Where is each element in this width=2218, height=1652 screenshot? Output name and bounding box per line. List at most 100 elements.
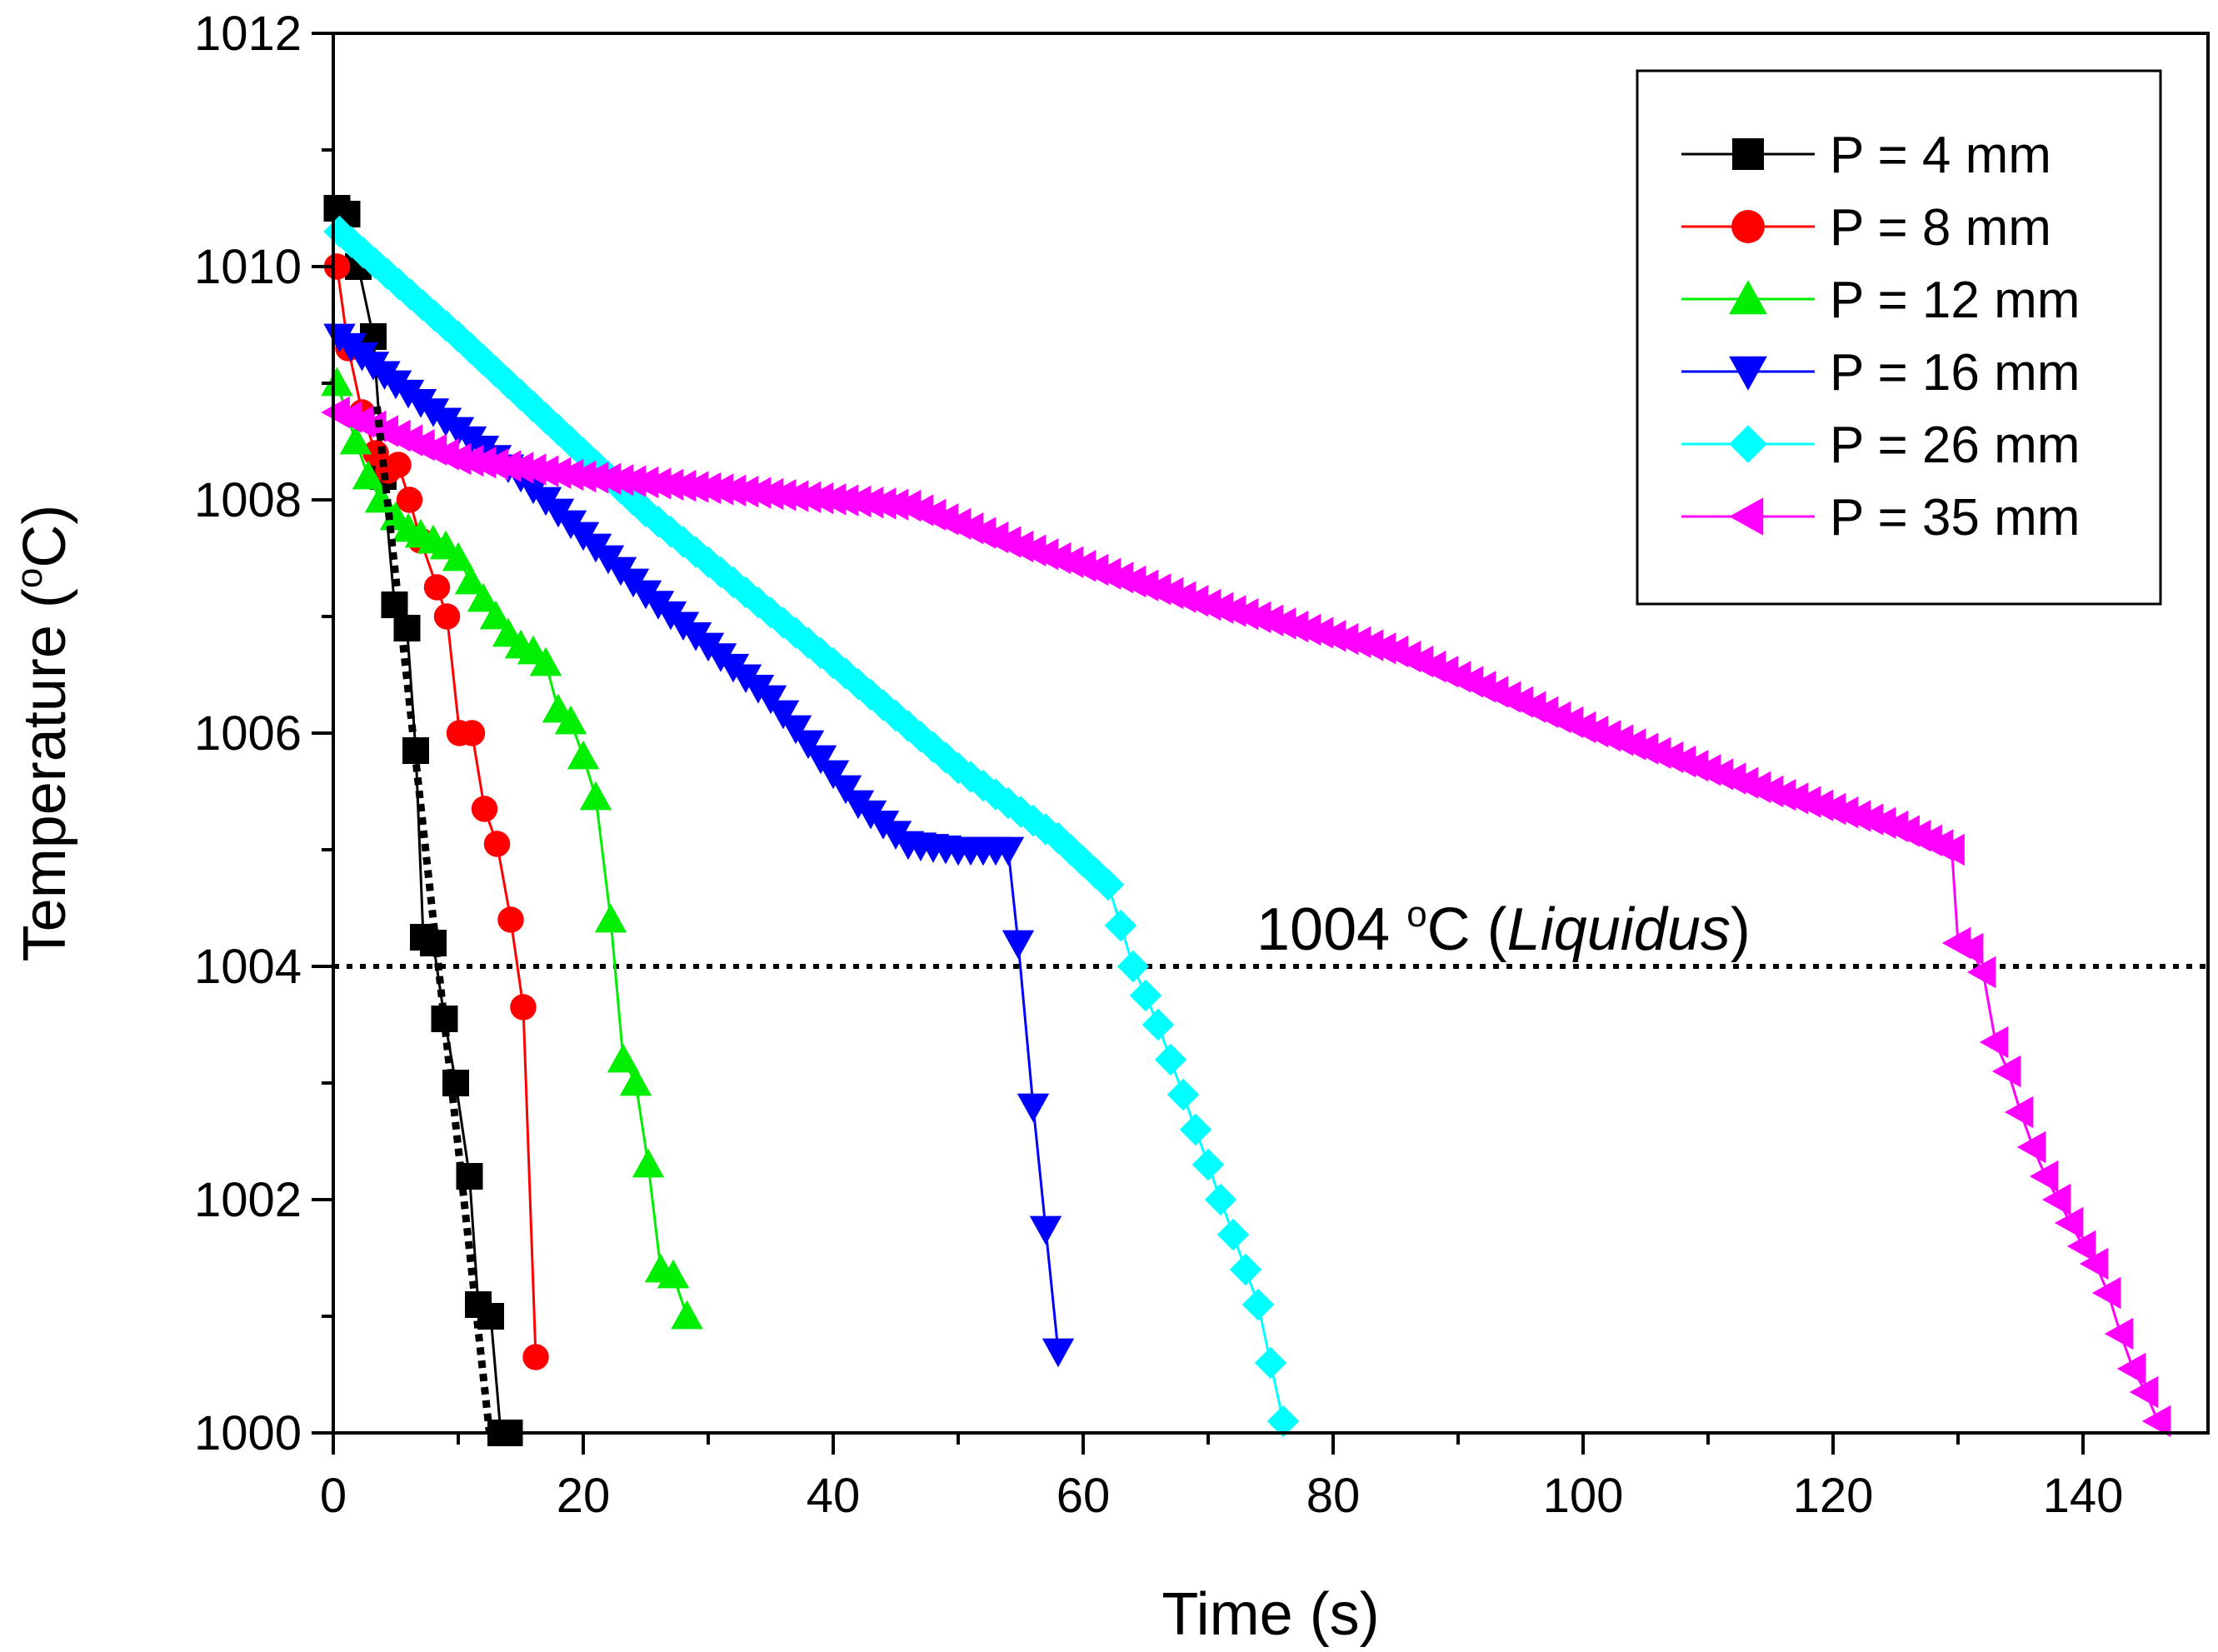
series-line xyxy=(338,230,1285,1422)
data-point xyxy=(804,745,837,775)
data-point xyxy=(992,836,1025,866)
data-point xyxy=(1241,1288,1275,1321)
x-tick-label: 60 xyxy=(1057,1469,1111,1523)
legend-label: P = 26 mm xyxy=(1830,417,2080,474)
plot-area xyxy=(321,195,2208,1446)
data-point xyxy=(617,465,647,497)
data-point xyxy=(1017,1093,1050,1123)
data-point xyxy=(804,482,834,515)
data-point xyxy=(1229,1253,1262,1286)
data-point xyxy=(1104,909,1137,942)
data-point xyxy=(842,668,875,701)
axes: 0 20 40 60 80 100 120 140 1000 1002 1004 1006 1008 10… xyxy=(194,7,2123,1523)
data-point xyxy=(467,447,497,479)
data-point xyxy=(594,903,627,933)
series-4 xyxy=(323,323,1075,1368)
x-tick-label: 120 xyxy=(1793,1469,1874,1523)
legend-marker xyxy=(1732,138,1764,170)
data-point xyxy=(529,455,559,487)
legend-marker xyxy=(1729,497,1764,536)
y-tick-label: 1004 xyxy=(194,940,302,994)
data-point xyxy=(1092,868,1125,901)
data-point xyxy=(510,994,537,1021)
data-point xyxy=(729,476,759,508)
data-point xyxy=(2066,1230,2096,1263)
data-point xyxy=(692,472,722,505)
data-point xyxy=(1029,1215,1062,1245)
data-point xyxy=(1166,1078,1200,1111)
data-point xyxy=(2116,1352,2146,1385)
legend-label: P = 4 mm xyxy=(1830,127,2051,184)
data-point xyxy=(1936,833,1965,866)
data-point xyxy=(592,462,622,495)
legend-item: P = 16 mm xyxy=(1681,344,2080,402)
data-point xyxy=(497,906,524,933)
legend: P = 4 mm P = 8 mm P = 12 mm P = 16 mm P = 26… xyxy=(1636,69,2162,606)
series-1 xyxy=(323,195,523,1446)
x-tick-label: 140 xyxy=(2043,1469,2124,1523)
x-tick-label: 20 xyxy=(557,1469,611,1523)
data-point xyxy=(529,646,562,676)
data-point xyxy=(754,477,784,511)
data-point xyxy=(671,1300,703,1330)
data-point xyxy=(829,484,859,517)
data-point xyxy=(1116,950,1150,983)
legend-label: P = 12 mm xyxy=(1830,272,2080,329)
series-6 xyxy=(321,396,2171,1438)
data-point xyxy=(792,481,822,514)
data-point xyxy=(2091,1276,2121,1310)
legend-marker xyxy=(1729,280,1767,315)
y-tick-label: 1012 xyxy=(194,7,302,61)
data-point xyxy=(1129,979,1162,1012)
data-point xyxy=(2016,1130,2046,1164)
data-point xyxy=(483,831,511,857)
data-point xyxy=(854,678,887,711)
data-point xyxy=(554,705,587,735)
data-point xyxy=(2079,1247,2109,1280)
data-point xyxy=(779,480,809,512)
data-point xyxy=(1266,1405,1300,1438)
data-point xyxy=(1204,1183,1237,1216)
legend-label: P = 16 mm xyxy=(1830,344,2080,402)
data-point xyxy=(642,467,672,500)
data-point xyxy=(477,1303,504,1330)
data-point xyxy=(2029,1160,2059,1193)
legend-marker xyxy=(1729,356,1767,391)
data-point xyxy=(579,462,609,494)
y-tick-label: 1000 xyxy=(194,1406,302,1460)
data-point xyxy=(1216,1218,1250,1251)
data-point xyxy=(2141,1405,2171,1438)
data-point xyxy=(492,450,522,482)
data-point xyxy=(479,448,509,481)
data-point xyxy=(1954,932,1984,966)
data-point xyxy=(629,466,659,499)
data-point xyxy=(1002,930,1035,960)
data-point xyxy=(1991,1055,2021,1088)
dotted-fit-line xyxy=(373,406,493,1434)
data-point xyxy=(867,487,897,520)
data-point xyxy=(1254,1346,1287,1380)
data-point xyxy=(607,1043,640,1073)
data-point xyxy=(323,253,351,280)
data-point xyxy=(667,470,697,502)
data-point xyxy=(442,442,472,476)
liquidus-annotation: 1004 oC (Liquidus) xyxy=(1256,894,1751,963)
data-point xyxy=(554,458,584,492)
y-tick-label: 1006 xyxy=(194,706,302,761)
legend-item: P = 35 mm xyxy=(1681,489,2080,547)
data-point xyxy=(454,444,484,477)
data-point xyxy=(2004,1096,2034,1129)
y-axis-title: Temperature (oC) xyxy=(9,505,78,962)
data-point xyxy=(2054,1206,2084,1240)
data-point xyxy=(817,483,847,516)
legend-item: P = 4 mm xyxy=(1681,127,2051,184)
data-point xyxy=(579,781,612,811)
x-tick-label: 80 xyxy=(1306,1469,1361,1523)
legend-label: P = 35 mm xyxy=(1830,489,2080,547)
data-point xyxy=(1141,1008,1175,1041)
data-point xyxy=(442,542,475,571)
data-point xyxy=(2129,1375,2159,1409)
data-point xyxy=(479,600,512,630)
data-point xyxy=(321,367,353,397)
